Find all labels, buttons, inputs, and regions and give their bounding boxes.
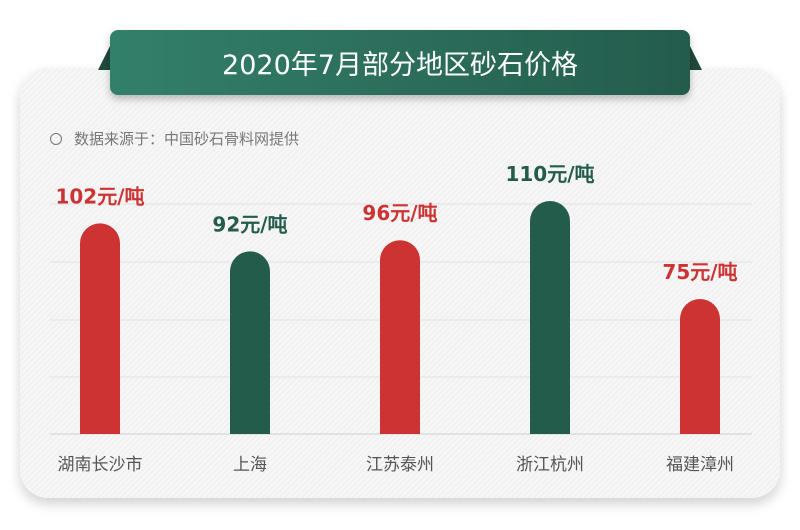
data-label: 75元/吨 — [662, 260, 737, 284]
bar — [680, 299, 720, 434]
category-label: 上海 — [233, 455, 267, 475]
bar — [380, 240, 420, 434]
category-label: 湖南长沙市 — [58, 455, 143, 475]
category-label: 江苏泰州 — [366, 455, 434, 475]
bullet-circle-icon — [50, 132, 62, 145]
category-label: 福建漳州 — [666, 455, 734, 475]
data-label: 102元/吨 — [55, 184, 144, 208]
source-note: 数据来源于：中国砂石骨料网提供 — [50, 128, 299, 149]
source-text: 数据来源于：中国砂石骨料网提供 — [74, 130, 300, 148]
chart-title: 2020年7月部分地区砂石价格 — [110, 30, 690, 95]
bar — [230, 251, 270, 434]
banner-wing-right — [688, 42, 702, 70]
bar — [80, 223, 120, 434]
banner-wing-left — [98, 42, 112, 70]
bar — [530, 201, 570, 434]
data-label: 96元/吨 — [362, 201, 437, 225]
category-label: 浙江杭州 — [516, 455, 584, 475]
data-label: 92元/吨 — [212, 212, 287, 236]
data-label: 110元/吨 — [505, 162, 594, 186]
